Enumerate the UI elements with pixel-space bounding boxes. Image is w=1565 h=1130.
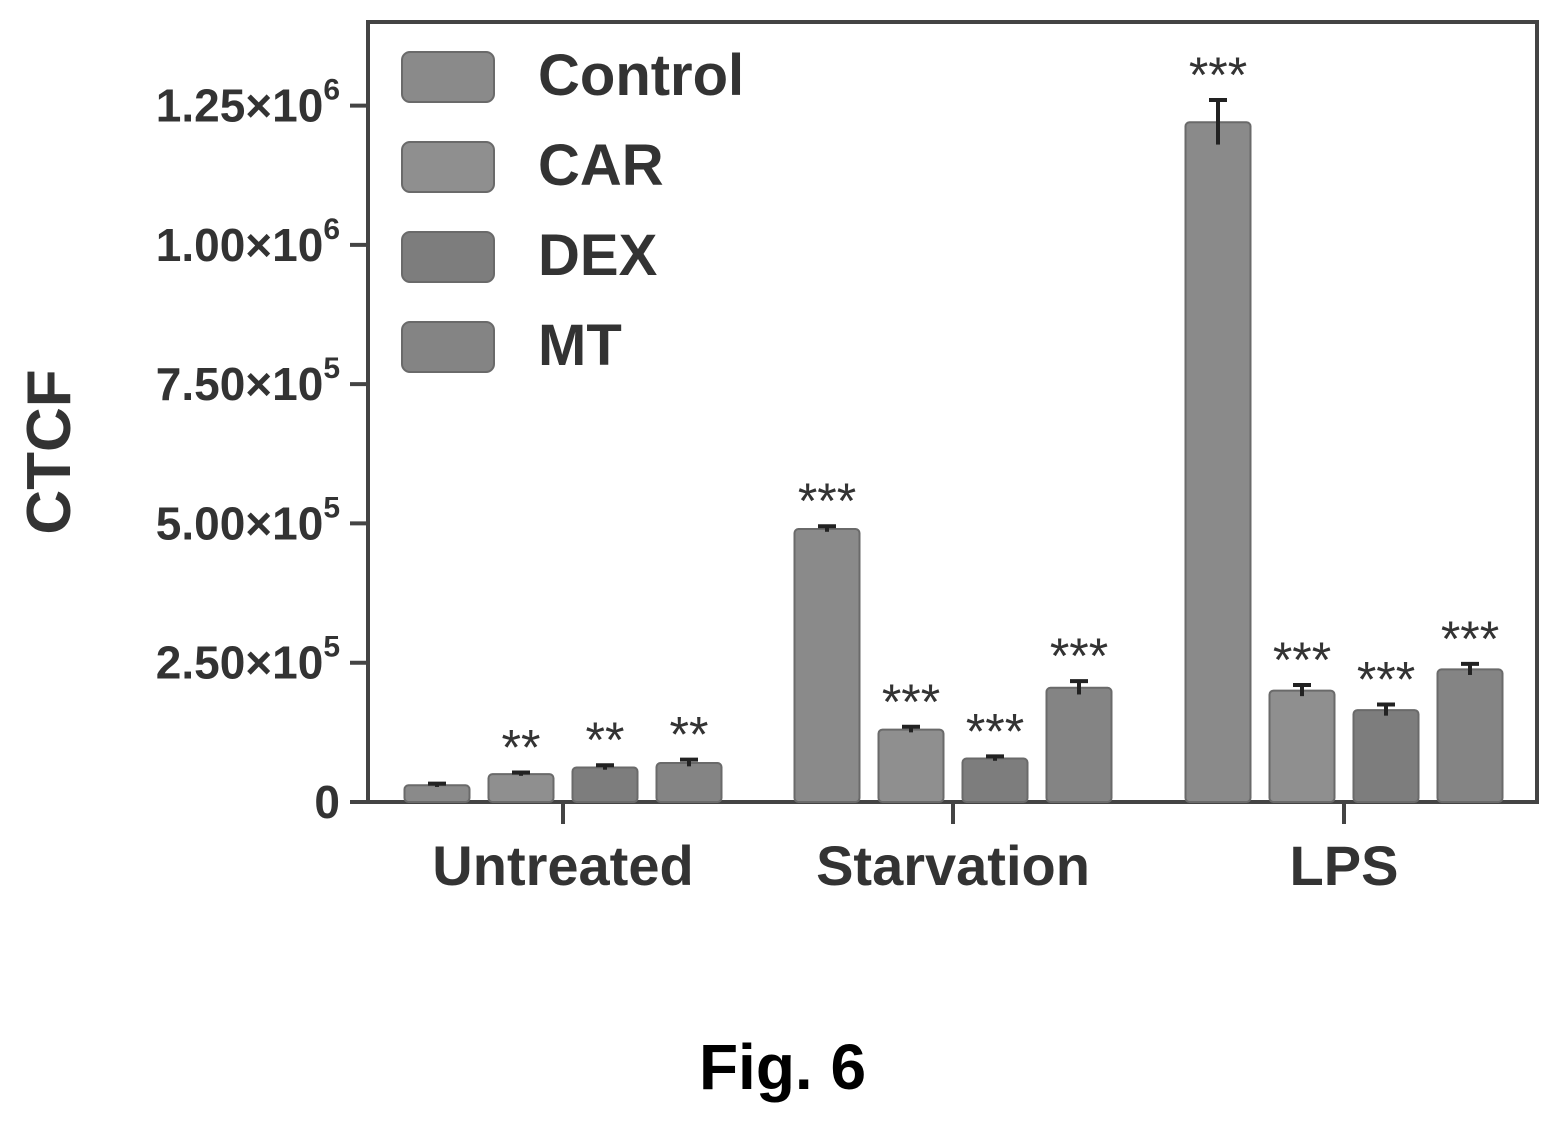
significance-label: ** <box>586 712 625 768</box>
bar-mt <box>1045 686 1113 803</box>
legend-label-mt: MT <box>538 313 622 378</box>
bar-control <box>403 784 471 803</box>
bar-mt <box>655 762 723 803</box>
bar-dex <box>961 757 1029 803</box>
significance-label: *** <box>882 674 940 730</box>
legend-swatch-dex <box>401 231 495 283</box>
bar-car <box>877 728 945 803</box>
bar-car <box>487 773 555 804</box>
significance-label: ** <box>670 707 709 763</box>
x-tick-label: Untreated <box>432 834 693 897</box>
x-tick-label: LPS <box>1290 834 1399 897</box>
significance-label: *** <box>1189 47 1247 103</box>
legend-label-car: CAR <box>538 133 664 198</box>
significance-label: *** <box>1357 652 1415 708</box>
significance-label: *** <box>966 703 1024 759</box>
bar-control <box>1184 121 1252 804</box>
y-tick-label: 1.25×106 <box>156 74 340 132</box>
y-axis-label: CTCF <box>15 369 84 534</box>
bar-dex <box>1352 709 1420 803</box>
x-tick-label: Starvation <box>816 834 1090 897</box>
legend-swatch-control <box>401 51 495 103</box>
bar-dex <box>571 766 639 804</box>
significance-label: *** <box>1273 632 1331 688</box>
y-tick-label: 5.00×105 <box>156 491 340 549</box>
bar-car <box>1268 689 1336 803</box>
bar-chart: 0 2.50×105 5.00×105 7.50×105 1.00×106 1.25×10… <box>15 20 1539 897</box>
figure-caption: Fig. 6 <box>698 1031 867 1103</box>
y-tick-label: 1.00×106 <box>156 213 340 271</box>
bar-control <box>793 528 861 803</box>
y-tick-label: 7.50×105 <box>156 352 340 410</box>
significance-label: *** <box>1050 628 1108 684</box>
y-tick-label: 0 <box>314 776 340 828</box>
significance-label: *** <box>1441 611 1499 667</box>
significance-label: *** <box>798 473 856 529</box>
legend-swatch-car <box>401 141 495 193</box>
legend-label-control: Control <box>538 43 744 108</box>
significance-label: ** <box>502 719 541 775</box>
y-tick-label: 2.50×105 <box>156 631 340 689</box>
legend-swatch-mt <box>401 321 495 373</box>
legend-label-dex: DEX <box>538 223 658 288</box>
bar-mt <box>1436 668 1504 804</box>
